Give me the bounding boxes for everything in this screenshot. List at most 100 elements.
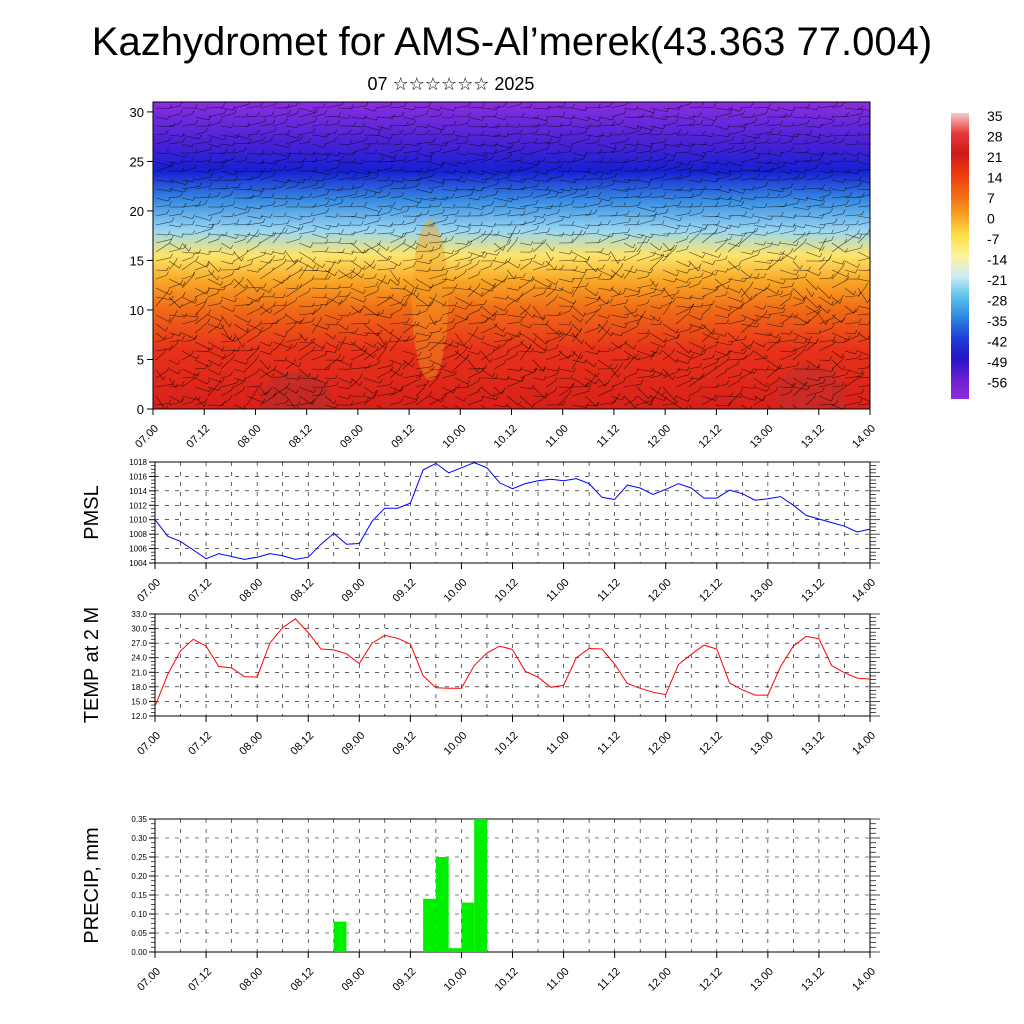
wind-barb-flag	[598, 103, 601, 108]
wind-barb-flag	[440, 366, 444, 371]
wind-barb	[376, 268, 395, 271]
wind-barb	[298, 279, 313, 289]
wind-barb	[532, 206, 551, 209]
wind-barb	[805, 278, 817, 290]
wind-barb	[558, 124, 570, 127]
wind-barb-flag	[388, 337, 392, 342]
wind-barb-flag	[452, 368, 455, 373]
wind-barb	[597, 116, 613, 121]
wind-barb-flag	[637, 290, 641, 295]
wind-barb	[259, 359, 269, 370]
wind-barb-flag	[829, 356, 832, 361]
wind-barb	[259, 350, 271, 355]
wind-barb	[636, 314, 653, 321]
wind-barb	[623, 107, 637, 111]
wind-barb-flag	[336, 381, 339, 386]
wind-barb	[194, 305, 205, 316]
wind-barb-flag	[763, 354, 767, 359]
wind-barb-flag	[573, 367, 576, 372]
wind-barb-flag	[209, 145, 212, 150]
wind-barb	[181, 368, 198, 377]
wind-barb-flag	[271, 193, 275, 198]
y-tick-label: 18.0	[131, 683, 147, 692]
wind-barb	[480, 266, 491, 271]
wind-barb	[324, 323, 337, 326]
wind-barb-flag	[315, 157, 318, 162]
wind-barb-flag	[873, 107, 875, 111]
wind-barb-flag	[740, 388, 743, 393]
wind-barb-flag	[663, 286, 666, 292]
x-tick-label: 13.12	[799, 577, 827, 605]
wind-barb	[376, 251, 388, 261]
wind-barb	[675, 249, 687, 253]
wind-barb	[753, 332, 771, 337]
wind-barb	[701, 251, 719, 258]
wind-barb	[194, 265, 207, 271]
wind-barb	[337, 395, 349, 400]
wind-barb-flag	[293, 358, 297, 364]
wind-barb	[597, 124, 613, 127]
wind-barb-flag	[416, 155, 419, 160]
wind-barb-flag	[363, 349, 367, 354]
wind-barb	[259, 270, 272, 280]
wind-barb-flag	[521, 377, 525, 382]
wind-barb-flag	[636, 368, 639, 374]
wind-barb	[389, 301, 402, 307]
wind-barb	[415, 296, 430, 307]
wind-barb	[857, 377, 870, 379]
wind-barb-flag	[192, 177, 195, 182]
wind-barb-flag	[456, 226, 460, 231]
wind-barb	[818, 403, 836, 406]
wind-barb	[753, 305, 764, 310]
wind-barb-flag	[244, 368, 247, 373]
wind-barb	[727, 130, 744, 136]
wind-barb	[792, 323, 805, 326]
wind-barb	[181, 168, 194, 172]
wind-barb	[844, 311, 857, 316]
wind-barb	[480, 125, 498, 129]
wind-barb	[350, 170, 368, 175]
y-tick-label: 1012	[129, 501, 147, 510]
wind-barb	[857, 305, 870, 310]
wind-barb	[831, 296, 841, 304]
x-tick-label: 08.00	[237, 730, 265, 758]
wind-barb-flag	[807, 230, 811, 236]
wind-barb	[610, 343, 626, 352]
wind-barb	[727, 148, 745, 154]
wind-barb	[571, 251, 588, 261]
wind-barb-flag	[390, 366, 394, 371]
wind-barb	[298, 402, 313, 406]
y-tick-label: 15.0	[131, 697, 147, 706]
wind-barb	[675, 305, 692, 309]
wind-barb-flag	[322, 263, 325, 268]
wind-barb	[259, 115, 272, 118]
wind-barb	[714, 139, 733, 145]
wind-barb-flag	[312, 217, 315, 222]
wind-barb	[493, 170, 511, 174]
wind-barb	[324, 176, 336, 181]
wind-barb-flag	[361, 129, 364, 134]
wind-barb	[285, 338, 301, 343]
wind-barb	[415, 106, 429, 109]
wind-barb-flag	[686, 366, 690, 371]
wind-barb-flag	[493, 282, 497, 287]
wind-barb	[324, 152, 338, 157]
wind-barb-flag	[208, 168, 212, 173]
wind-barb-flag	[673, 297, 676, 302]
wind-barb	[181, 320, 197, 325]
wind-barb	[597, 323, 612, 337]
wind-barb-flag	[340, 186, 344, 191]
wind-barb-flag	[806, 148, 810, 153]
wind-barb-flag	[691, 193, 694, 198]
wind-barb	[207, 223, 219, 226]
wind-barb	[402, 132, 414, 136]
wind-barb	[220, 194, 231, 199]
wind-barb	[753, 178, 765, 181]
wind-barb-flag	[299, 257, 303, 262]
wind-barb-flag	[234, 297, 238, 303]
wind-barb	[831, 179, 844, 183]
wind-barb-flag	[391, 361, 394, 366]
wind-barb-flag	[730, 340, 734, 346]
wind-barb-flag	[758, 166, 762, 171]
wind-barb-flag	[504, 259, 508, 264]
